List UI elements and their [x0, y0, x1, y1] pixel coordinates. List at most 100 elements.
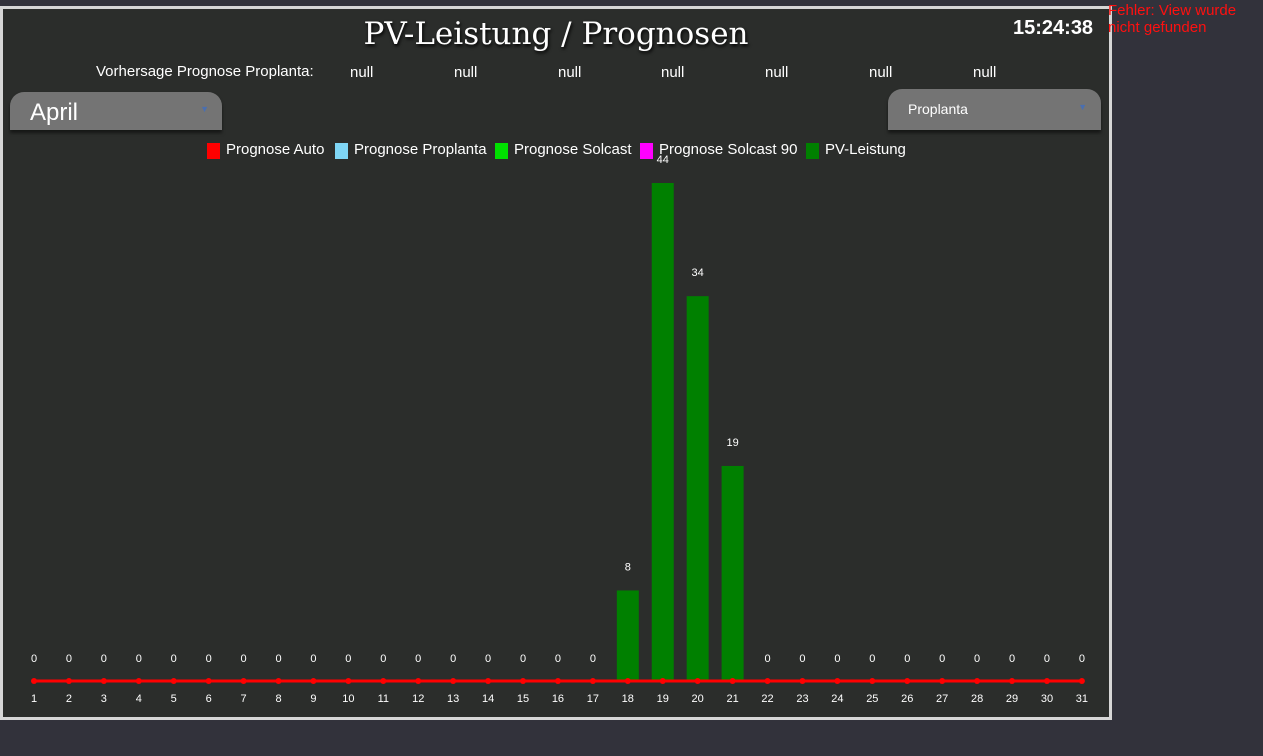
data-label: 0 [1009, 653, 1015, 665]
month-select-value: April [30, 99, 79, 126]
data-label: 8 [625, 561, 631, 573]
x-tick-label: 13 [447, 693, 459, 705]
line-point [1009, 678, 1016, 684]
data-label: 0 [1044, 653, 1050, 665]
bar [616, 590, 639, 681]
x-tick-label: 19 [657, 693, 669, 705]
clock: 15:24:38 [1013, 17, 1094, 39]
line-point [904, 678, 911, 684]
data-label: 0 [31, 653, 37, 665]
line-point [135, 678, 142, 684]
line-point [974, 678, 981, 684]
line-point [205, 678, 212, 684]
data-label: 0 [520, 653, 526, 665]
data-label: 0 [171, 653, 177, 665]
x-tick-label: 26 [901, 693, 913, 705]
data-label: 0 [136, 653, 142, 665]
data-label: 0 [764, 653, 770, 665]
line-point [65, 678, 72, 684]
x-tick-label: 20 [692, 693, 704, 705]
x-tick-label: 10 [342, 693, 354, 705]
legend-swatch [495, 143, 508, 159]
data-label: 34 [692, 267, 704, 279]
bar [651, 183, 674, 681]
line-point [450, 678, 457, 684]
forecast-label: Vorhersage Prognose Proplanta: [96, 63, 314, 80]
legend-label: Prognose Proplanta [354, 141, 487, 158]
line-point [345, 678, 352, 684]
line-point [869, 678, 876, 684]
line-point [834, 678, 841, 684]
x-tick-label: 12 [412, 693, 424, 705]
data-label: 0 [974, 653, 980, 665]
line-point [589, 678, 596, 684]
x-tick-label: 5 [171, 693, 177, 705]
x-tick-label: 27 [936, 693, 948, 705]
month-select[interactable]: April ▼ [10, 92, 222, 130]
data-label: 0 [241, 653, 247, 665]
bar [686, 296, 709, 681]
line-point [659, 678, 666, 684]
x-tick-label: 15 [517, 693, 529, 705]
error-message: Fehler: View wurde nicht gefunden [1108, 2, 1237, 36]
source-select[interactable]: Proplanta ▼ [888, 89, 1101, 130]
x-tick-label: 31 [1076, 693, 1088, 705]
x-tick-label: 3 [101, 693, 107, 705]
data-label: 0 [450, 653, 456, 665]
line-point [31, 678, 37, 684]
line-point [624, 678, 631, 684]
data-label: 0 [1079, 653, 1085, 665]
line-point [520, 678, 527, 684]
forecast-value: null [454, 64, 478, 81]
line-point [1043, 678, 1050, 684]
legend-label: Prognose Auto [226, 141, 325, 158]
forecast-value: null [765, 64, 789, 81]
legend-swatch [335, 143, 348, 159]
x-tick-label: 1 [31, 693, 37, 705]
legend-label: Prognose Solcast 90 [659, 141, 798, 158]
x-tick-label: 24 [831, 693, 843, 705]
x-tick-label: 4 [136, 693, 142, 705]
data-label: 0 [904, 653, 910, 665]
line-point [1078, 678, 1085, 684]
chevron-down-icon: ▼ [1078, 102, 1087, 112]
x-tick-label: 7 [241, 693, 247, 705]
x-tick-label: 9 [310, 693, 316, 705]
legend-label: Prognose Solcast [514, 141, 632, 158]
data-label: 0 [485, 653, 491, 665]
source-select-value: Proplanta [908, 101, 968, 117]
x-tick-label: 29 [1006, 693, 1018, 705]
x-tick-label: 16 [552, 693, 564, 705]
data-label: 0 [101, 653, 107, 665]
data-label: 0 [380, 653, 386, 665]
forecast-value: null [869, 64, 893, 81]
data-label: 0 [590, 653, 596, 665]
data-label: 0 [834, 653, 840, 665]
data-label: 0 [869, 653, 875, 665]
data-label: 0 [206, 653, 212, 665]
chevron-down-icon: ▼ [200, 104, 209, 114]
line-point [100, 678, 107, 684]
forecast-value: null [558, 64, 582, 81]
line-point [240, 678, 247, 684]
x-tick-label: 8 [275, 693, 281, 705]
data-label: 0 [415, 653, 421, 665]
legend-swatch [207, 143, 220, 159]
x-tick-label: 2 [66, 693, 72, 705]
forecast-value: null [350, 64, 374, 81]
x-tick-label: 23 [796, 693, 808, 705]
line-point [554, 678, 561, 684]
x-tick-label: 28 [971, 693, 983, 705]
data-label: 0 [555, 653, 561, 665]
data-label: 0 [345, 653, 351, 665]
line-point [694, 678, 701, 684]
legend-label: PV-Leistung [825, 141, 906, 158]
x-tick-label: 22 [761, 693, 773, 705]
data-label: 0 [310, 653, 316, 665]
forecast-value: null [661, 64, 685, 81]
line-point [170, 678, 177, 684]
line-point [310, 678, 317, 684]
bar [721, 465, 744, 681]
x-tick-label: 6 [206, 693, 212, 705]
